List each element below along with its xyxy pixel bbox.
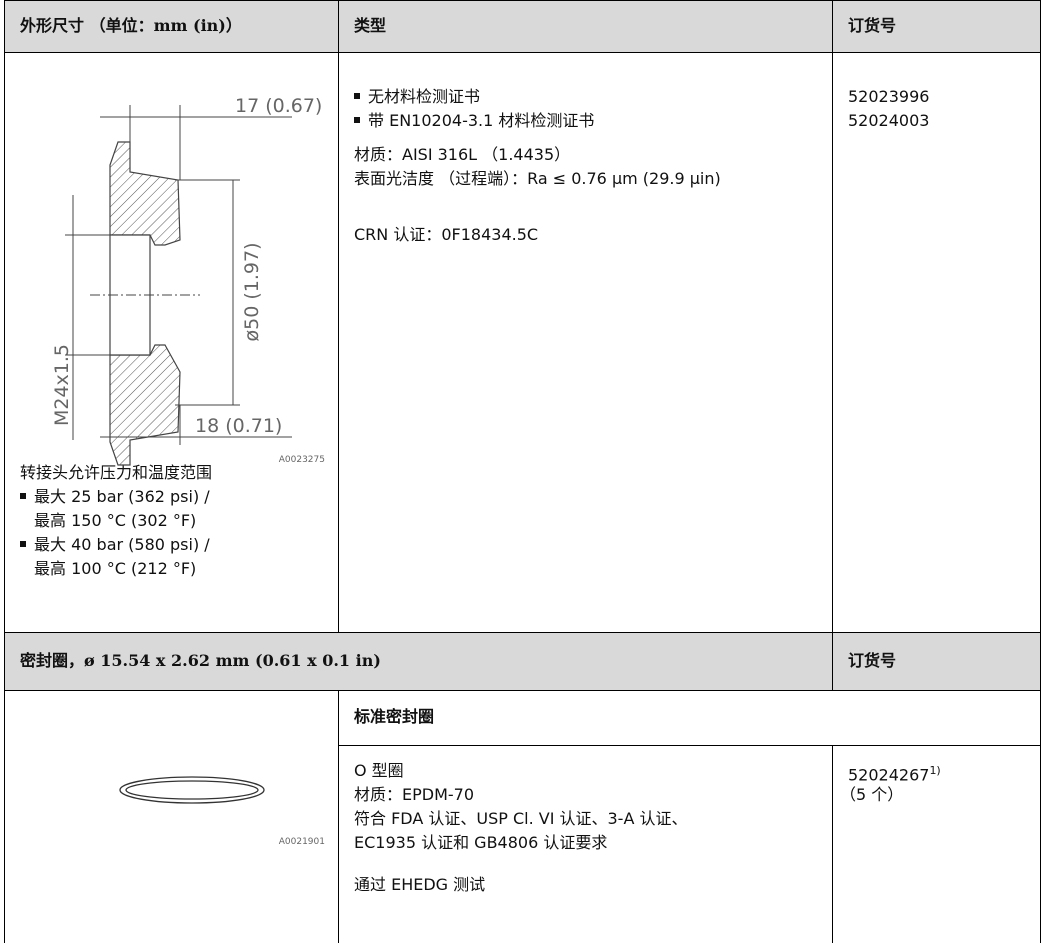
header-cell: 订货号 — [848, 16, 897, 35]
rule — [338, 690, 339, 943]
rule — [4, 632, 1041, 633]
subheader: 标准密封圈 — [354, 707, 435, 726]
note: 最大 25 bar (362 psi) / — [20, 486, 210, 508]
dimension-lines — [65, 105, 292, 445]
footnote: 1) — [929, 764, 941, 777]
seal-line: 符合 FDA 认证、USP Cl. VI 认证、3-A 认证、 — [354, 809, 688, 828]
type-item: 带 EN10204-3.1 材料检测证书 — [354, 110, 594, 132]
rule — [4, 52, 1041, 53]
seal-line: O 型圈 — [354, 761, 404, 780]
order-number-text: 52024267 — [848, 765, 930, 785]
header-cell: 类型 — [354, 16, 387, 35]
dimension: ø50 (1.97) — [241, 243, 263, 342]
rule — [1040, 0, 1041, 943]
header-cell: 密封圈，ø 15.54 x 2.62 mm (0.61 x 0.1 in) — [20, 651, 381, 670]
header-bg — [4, 632, 1041, 690]
rule — [338, 0, 339, 632]
rule — [4, 690, 1041, 691]
surface: 表面光洁度 （过程端）：Ra ≤ 0.76 µm (29.9 µin) — [354, 169, 721, 188]
rule — [4, 0, 5, 943]
header-cell: 外形尺寸 （单位：mm (in)） — [20, 16, 242, 35]
header-bg — [4, 0, 1041, 52]
note: 最高 100 °C (212 °F) — [34, 559, 197, 578]
seal-line: EC1935 认证和 GB4806 认证要求 — [354, 833, 608, 852]
order-number: 52024003 — [848, 111, 930, 130]
adapter-section — [109, 141, 181, 466]
rule — [832, 745, 833, 943]
note: 最大 40 bar (580 psi) / — [20, 534, 210, 556]
order-number: 52023996 — [848, 87, 930, 106]
quantity: （5 个） — [840, 785, 904, 804]
o-ring — [119, 776, 265, 804]
rule — [4, 0, 1041, 1]
dimension: M24x1.5 — [51, 344, 73, 426]
dimension: 18 (0.71) — [195, 415, 282, 437]
header-cell: 订货号 — [848, 651, 897, 670]
figure-id: A0021901 — [279, 837, 325, 847]
seal-line: 材质：EPDM-70 — [354, 785, 475, 804]
seal-test: 通过 EHEDG 测试 — [354, 875, 486, 894]
dimension: 17 (0.67) — [235, 95, 322, 117]
rule — [832, 0, 833, 690]
rule — [338, 745, 1041, 746]
type-item: 无材料检测证书 — [354, 86, 480, 108]
figure-id: A0023275 — [279, 455, 325, 465]
crn: CRN 认证：0F18434.5C — [354, 225, 539, 244]
order-number: 520242671) — [848, 760, 941, 786]
material: 材质：AISI 316L （1.4435） — [354, 145, 571, 164]
note: 最高 150 °C (302 °F) — [34, 511, 197, 530]
o-ring — [125, 780, 259, 800]
note-title: 转接头允许压力和温度范围 — [20, 463, 213, 482]
